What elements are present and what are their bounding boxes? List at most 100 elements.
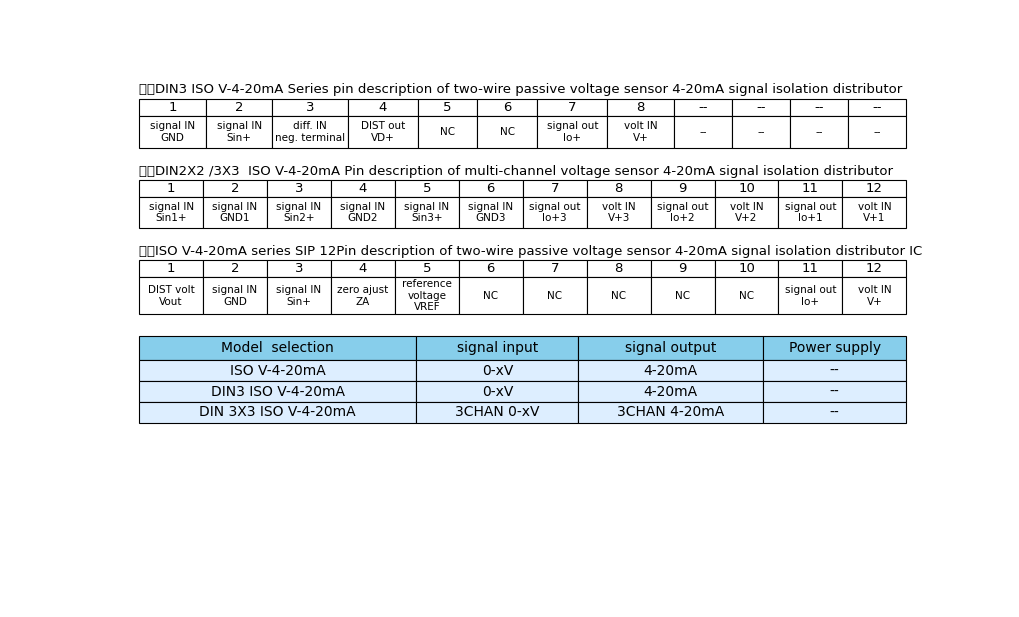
- Bar: [578, 402, 762, 423]
- Bar: [139, 402, 416, 423]
- Text: signal IN
GND: signal IN GND: [212, 285, 258, 307]
- Text: signal IN
Sin+: signal IN Sin+: [216, 121, 262, 143]
- Bar: [650, 277, 714, 314]
- Bar: [650, 197, 714, 228]
- Bar: [206, 99, 272, 115]
- Text: signal IN
GND3: signal IN GND3: [468, 202, 513, 223]
- Bar: [586, 260, 650, 277]
- Text: 4: 4: [359, 182, 367, 195]
- Text: 4-20mA: 4-20mA: [643, 384, 697, 399]
- Text: 1: 1: [167, 262, 175, 275]
- Text: 3CHAN 0-xV: 3CHAN 0-xV: [454, 405, 539, 420]
- Bar: [347, 99, 417, 115]
- Bar: [459, 197, 522, 228]
- Bar: [139, 336, 416, 360]
- Bar: [139, 277, 203, 314]
- Text: --: --: [814, 126, 822, 137]
- Text: 5: 5: [422, 262, 431, 275]
- Text: DIST volt
Vout: DIST volt Vout: [148, 285, 195, 307]
- Text: 一、DIN3 ISO V-4-20mA Series pin description of two-wire passive voltage sensor 4-: 一、DIN3 ISO V-4-20mA Series pin descripti…: [139, 83, 902, 96]
- Bar: [416, 336, 578, 360]
- Text: 6: 6: [502, 101, 512, 114]
- Bar: [416, 381, 578, 402]
- Bar: [522, 180, 586, 197]
- Text: volt IN
V+1: volt IN V+1: [857, 202, 891, 223]
- Bar: [842, 197, 906, 228]
- Text: NC: NC: [610, 291, 626, 301]
- Bar: [762, 381, 906, 402]
- Bar: [206, 115, 272, 148]
- Text: 1: 1: [167, 182, 175, 195]
- Text: 12: 12: [865, 182, 882, 195]
- Text: signal IN
Sin3+: signal IN Sin3+: [404, 202, 449, 223]
- Text: --: --: [699, 126, 706, 137]
- Text: --: --: [829, 364, 839, 378]
- Text: 2: 2: [234, 101, 244, 114]
- Text: NC: NC: [738, 291, 753, 301]
- Text: signal out
Io+2: signal out Io+2: [656, 202, 707, 223]
- Text: 1: 1: [168, 101, 176, 114]
- Bar: [394, 260, 459, 277]
- Text: 4: 4: [359, 262, 367, 275]
- Bar: [416, 402, 578, 423]
- Bar: [139, 197, 203, 228]
- Bar: [330, 197, 394, 228]
- Bar: [203, 197, 267, 228]
- Text: --: --: [829, 405, 839, 420]
- Bar: [416, 360, 578, 381]
- Text: DIST out
VD+: DIST out VD+: [360, 121, 405, 143]
- Text: signal IN
GND: signal IN GND: [150, 121, 195, 143]
- Bar: [267, 180, 330, 197]
- Text: 3CHAN 4-20mA: 3CHAN 4-20mA: [616, 405, 723, 420]
- Text: 7: 7: [568, 101, 576, 114]
- Text: 4-20mA: 4-20mA: [643, 364, 697, 378]
- Text: --: --: [829, 384, 839, 399]
- Bar: [522, 260, 586, 277]
- Bar: [139, 99, 206, 115]
- Bar: [848, 115, 906, 148]
- Bar: [522, 277, 586, 314]
- Text: ISO V-4-20mA: ISO V-4-20mA: [229, 364, 325, 378]
- Bar: [842, 277, 906, 314]
- Bar: [537, 99, 606, 115]
- Text: 2: 2: [230, 262, 239, 275]
- Bar: [394, 277, 459, 314]
- Bar: [272, 99, 347, 115]
- Text: diff. IN
neg. terminal: diff. IN neg. terminal: [275, 121, 344, 143]
- Bar: [267, 260, 330, 277]
- Text: signal IN
GND1: signal IN GND1: [212, 202, 258, 223]
- Text: --: --: [872, 126, 880, 137]
- Bar: [267, 197, 330, 228]
- Text: NC: NC: [499, 126, 515, 137]
- Text: 二、DIN2X2 /3X3  ISO V-4-20mA Pin description of multi-channel voltage sensor 4-20: 二、DIN2X2 /3X3 ISO V-4-20mA Pin descripti…: [139, 165, 893, 178]
- Bar: [272, 115, 347, 148]
- Text: 3: 3: [294, 182, 303, 195]
- Text: 7: 7: [550, 182, 558, 195]
- Bar: [650, 260, 714, 277]
- Bar: [477, 99, 537, 115]
- Text: 6: 6: [486, 262, 494, 275]
- Text: NC: NC: [675, 291, 690, 301]
- Text: 9: 9: [678, 182, 686, 195]
- Text: 0-xV: 0-xV: [481, 384, 513, 399]
- Bar: [578, 381, 762, 402]
- Bar: [537, 115, 606, 148]
- Text: --: --: [757, 126, 764, 137]
- Bar: [777, 180, 842, 197]
- Text: NC: NC: [439, 126, 454, 137]
- Text: signal out
Io+1: signal out Io+1: [784, 202, 836, 223]
- Bar: [330, 277, 394, 314]
- Bar: [714, 197, 777, 228]
- Bar: [139, 260, 203, 277]
- Bar: [674, 115, 732, 148]
- Bar: [477, 115, 537, 148]
- Bar: [459, 180, 522, 197]
- Text: 5: 5: [422, 182, 431, 195]
- Bar: [139, 180, 203, 197]
- Text: volt IN
V+: volt IN V+: [857, 285, 891, 307]
- Bar: [394, 197, 459, 228]
- Bar: [848, 99, 906, 115]
- Text: signal IN
Sin1+: signal IN Sin1+: [149, 202, 194, 223]
- Bar: [330, 180, 394, 197]
- Bar: [762, 336, 906, 360]
